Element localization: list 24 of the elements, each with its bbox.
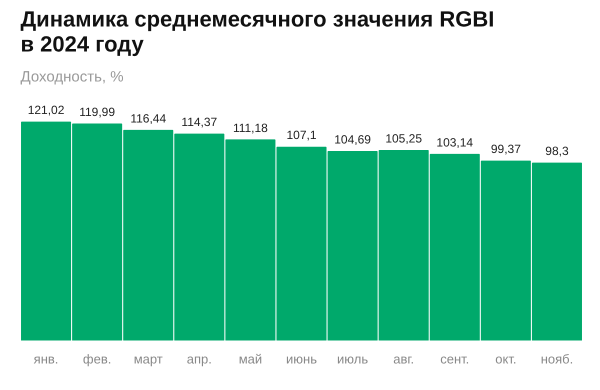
x-tick-label: фев. (82, 352, 112, 366)
data-label: 116,44 (130, 111, 166, 126)
data-label: 114,37 (181, 115, 218, 130)
x-tick-label: июнь (286, 352, 318, 366)
x-tick-label: март (134, 352, 163, 366)
data-label: 119,99 (79, 104, 116, 119)
data-label: 98,3 (545, 144, 569, 158)
data-label: 104,69 (334, 132, 372, 147)
data-label: 99,37 (490, 142, 522, 156)
chart-title: Динамика среднемесячного значения RGBI в 2024 году (20, 6, 494, 56)
x-tick-label: май (238, 352, 262, 366)
x-tick-label: янв. (34, 352, 58, 366)
x-tick-label: апр. (186, 352, 212, 366)
data-label: 103,14 (436, 135, 474, 150)
data-label: 121,02 (28, 103, 65, 118)
chart-subtitle: Доходность, % (20, 68, 124, 86)
x-tick-label: сент. (440, 352, 470, 366)
x-tick-label: нояб. (540, 352, 574, 366)
data-label: 107,1 (286, 128, 317, 142)
x-tick-label: авг. (393, 352, 414, 366)
data-label: 111,18 (232, 120, 268, 135)
data-label: 105,25 (385, 132, 422, 146)
x-tick-label: июль (337, 352, 368, 366)
x-tick-label: окт. (495, 352, 516, 366)
